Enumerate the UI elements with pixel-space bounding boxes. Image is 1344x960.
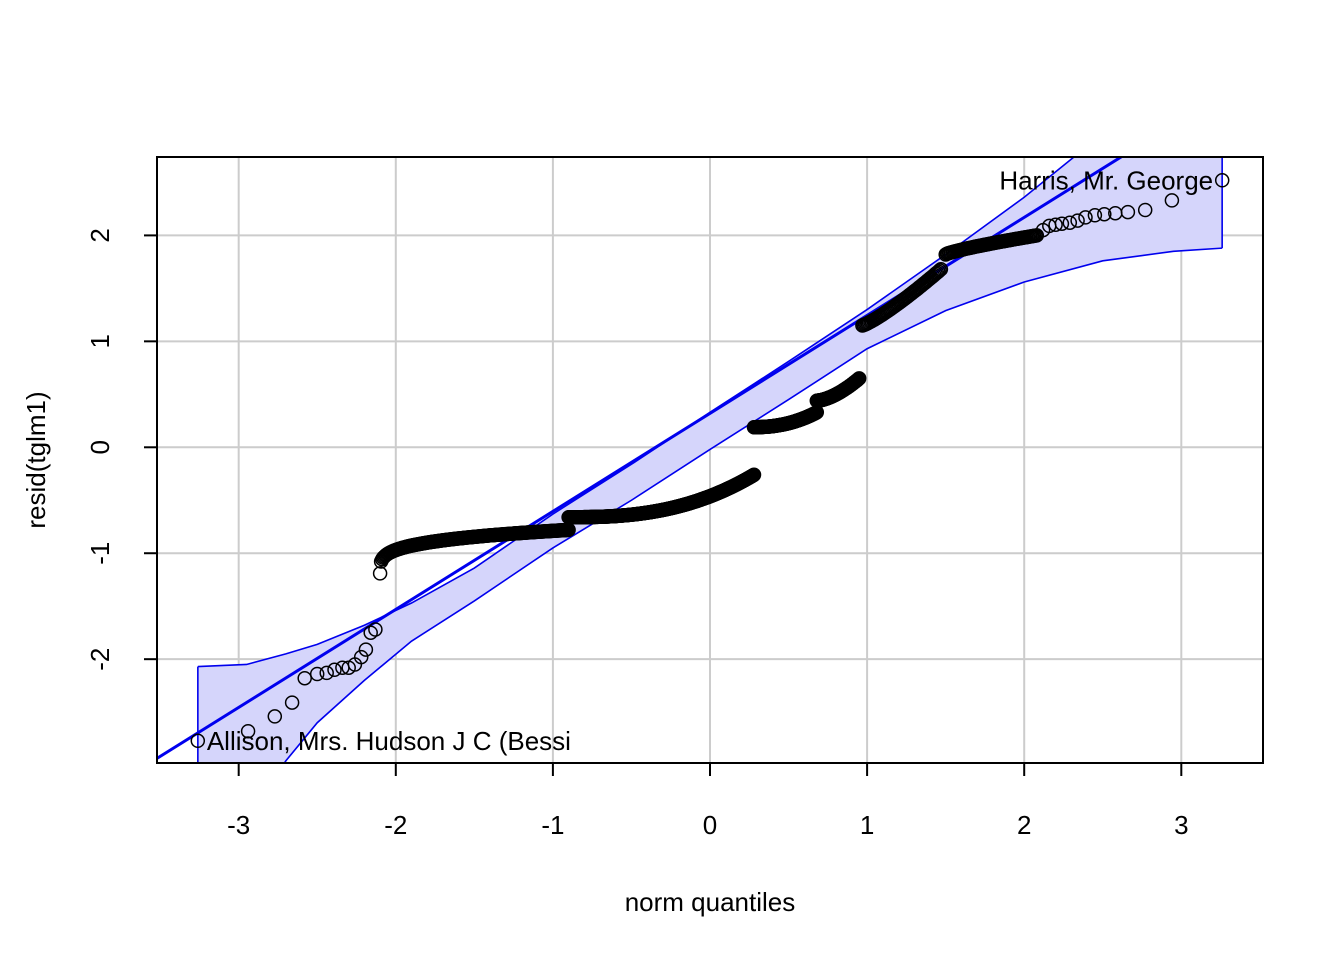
data-point [1087, 208, 1103, 223]
y-axis: -2 -1 0 1 2 [85, 228, 158, 671]
y-tick-label: -1 [85, 542, 115, 565]
data-point [929, 265, 945, 280]
data-point [1054, 216, 1070, 231]
data-point [1120, 204, 1136, 220]
band-fill [197, 157, 1223, 763]
x-tick-label: 0 [703, 810, 717, 840]
x-tick-label: 3 [1174, 810, 1188, 840]
data-point [1078, 210, 1093, 225]
data-point [931, 264, 946, 279]
data-point [363, 625, 378, 640]
data-point [1048, 217, 1063, 233]
qq-reference-line [157, 157, 1124, 760]
point-annotation: Allison, Mrs. Hudson J C (Bessi [207, 726, 571, 756]
y-axis-title: resid(tglm1) [21, 391, 51, 528]
data-point [1097, 206, 1112, 222]
data-point [190, 733, 206, 749]
point-annotation: Harris, Mr. George [999, 165, 1213, 195]
data-point [240, 723, 256, 739]
reference-line [157, 157, 1124, 760]
data-point [353, 649, 369, 665]
data-point [932, 263, 947, 278]
data-point [933, 262, 949, 277]
data-point [297, 670, 312, 686]
y-tick-label: 1 [85, 334, 115, 348]
data-point [368, 622, 383, 637]
x-axis-title: norm quantiles [625, 887, 796, 917]
band-upper-edge [197, 157, 1076, 668]
data-point [1137, 202, 1153, 218]
x-tick-label: -2 [384, 810, 407, 840]
data-point [928, 266, 943, 282]
data-point [267, 709, 283, 724]
point-annotations: Harris, Mr. George Allison, Mrs. Hudson J… [207, 165, 1213, 755]
data-point [327, 662, 342, 678]
y-tick-label: 2 [85, 228, 115, 242]
data-point [1164, 193, 1180, 208]
data-point [372, 566, 388, 581]
y-tick-label: -2 [85, 648, 115, 671]
x-tick-label: -3 [227, 810, 250, 840]
x-tick-label: -1 [541, 810, 564, 840]
data-points [190, 173, 1230, 749]
data-point [358, 642, 374, 657]
confidence-band [197, 157, 1223, 763]
data-point [1214, 173, 1230, 188]
data-point [1070, 213, 1085, 228]
data-point [319, 665, 334, 681]
data-point [284, 695, 300, 710]
x-tick-label: 1 [860, 810, 874, 840]
data-point [309, 666, 325, 682]
data-point [746, 467, 762, 483]
x-tick-label: 2 [1017, 810, 1031, 840]
y-tick-label: 0 [85, 440, 115, 454]
x-axis: -3 -2 -1 0 1 2 3 [227, 762, 1189, 840]
band-lower-edge [283, 247, 1223, 763]
data-point [851, 371, 867, 386]
data-point [1062, 215, 1078, 230]
